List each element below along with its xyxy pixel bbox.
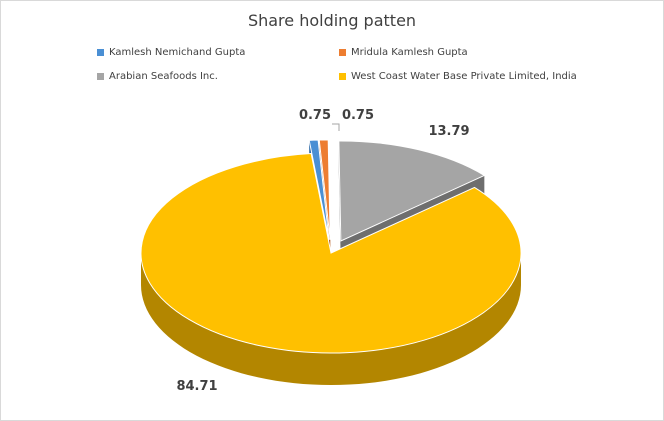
legend-item-kamlesh: Kamlesh Nemichand Gupta — [97, 47, 245, 58]
data-label-westcoast: 84.71 — [176, 379, 217, 394]
slice-kamlesh — [308, 139, 330, 240]
legend-item-westcoast: West Coast Water Base Private Limited, I… — [339, 71, 577, 82]
legend-swatch-kamlesh — [97, 49, 104, 56]
data-label-arabian: 13.79 — [428, 124, 469, 139]
legend-item-arabian: Arabian Seafoods Inc. — [97, 71, 218, 82]
slice-side-westcoast — [141, 253, 521, 385]
slice-arabian — [338, 140, 486, 242]
pie-tops — [140, 139, 522, 354]
pie-labels: 0.75 0.75 13.79 84.71 — [176, 108, 469, 394]
legend-label-arabian: Arabian Seafoods Inc. — [109, 71, 218, 82]
chart-title: Share holding patten — [247, 11, 417, 30]
legend-swatch-westcoast — [339, 73, 346, 80]
leader-line-kamlesh — [332, 123, 340, 131]
slice-mridula — [318, 139, 331, 240]
legend-item-mridula: Mridula Kamlesh Gupta — [339, 47, 468, 58]
legend-label-kamlesh: Kamlesh Nemichand Gupta — [109, 47, 246, 58]
legend-swatch-arabian — [97, 73, 104, 80]
slice-westcoast — [140, 153, 522, 354]
data-label-kamlesh: 0.75 — [299, 108, 331, 123]
legend-label-mridula: Mridula Kamlesh Gupta — [351, 47, 468, 58]
legend-label-westcoast: West Coast Water Base Private Limited, I… — [351, 71, 577, 82]
data-label-mridula: 0.75 — [342, 108, 374, 123]
legend-swatch-mridula — [339, 49, 346, 56]
